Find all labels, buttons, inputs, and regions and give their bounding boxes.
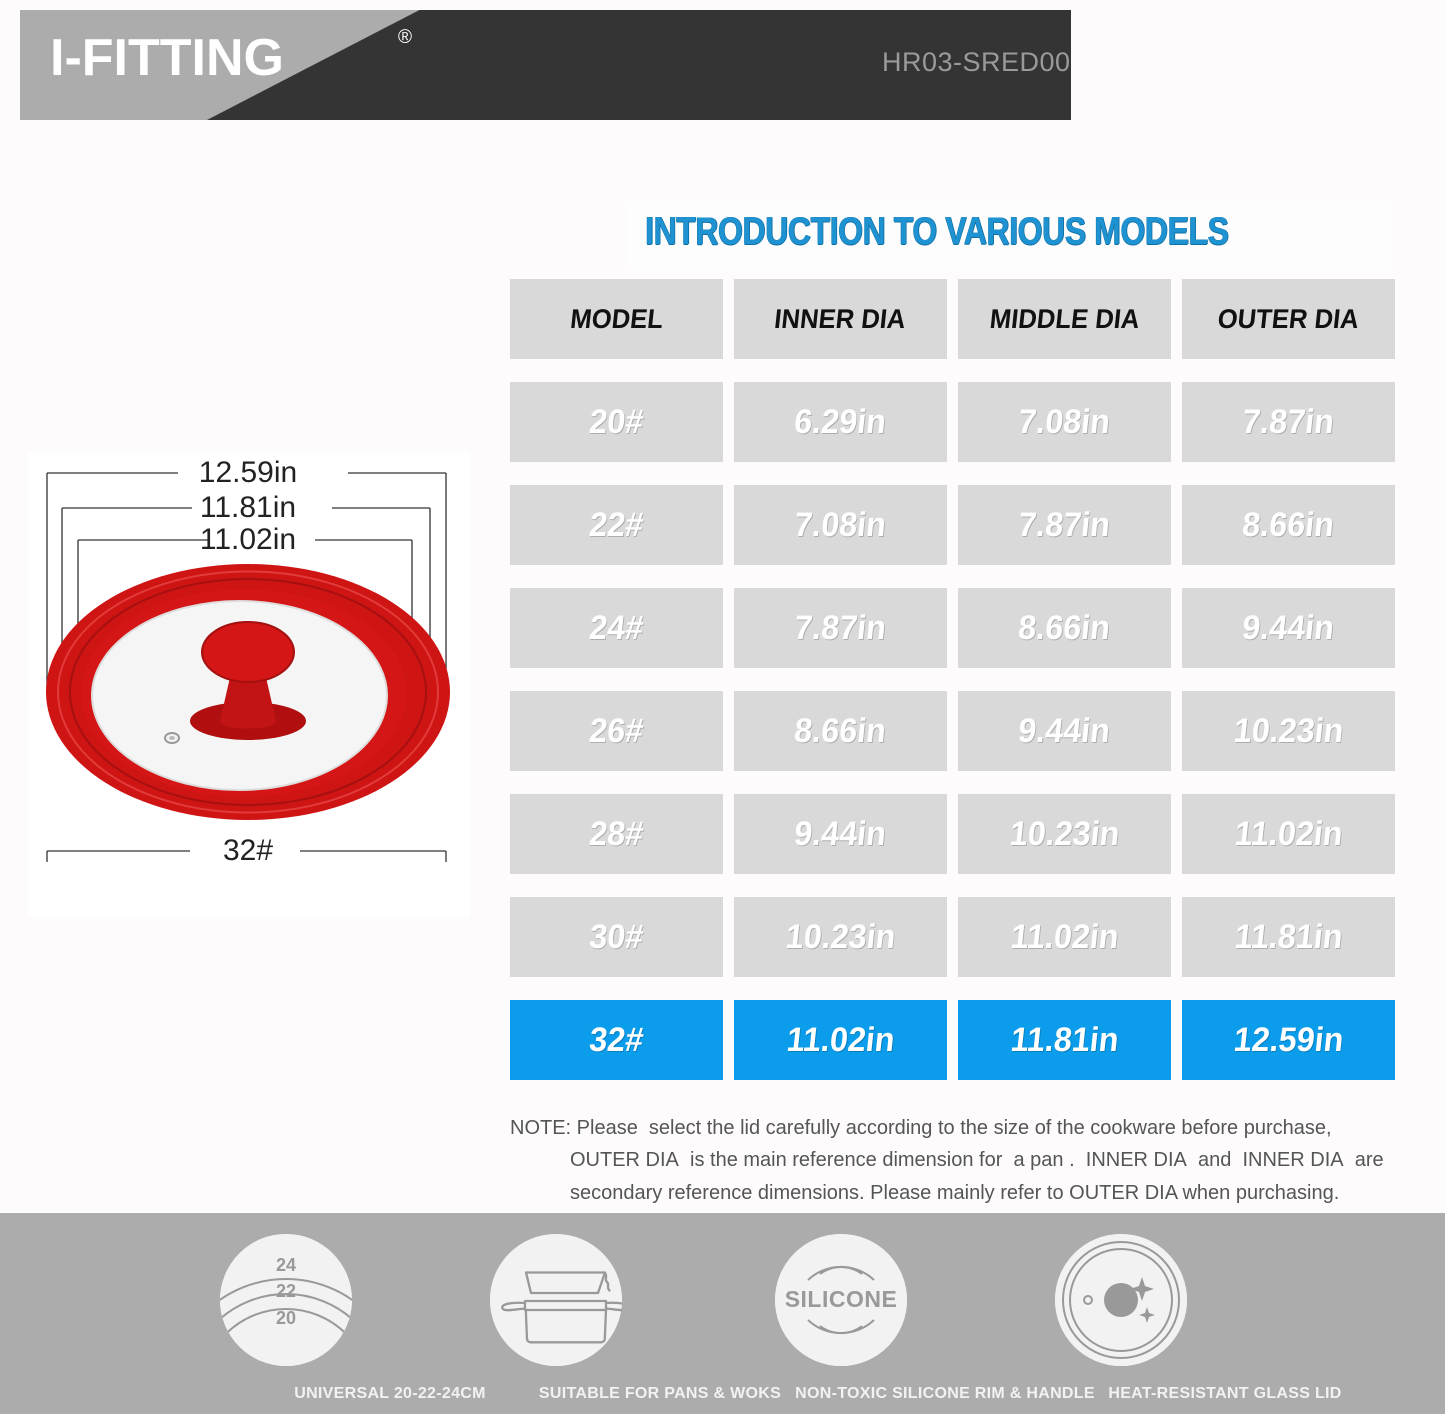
svg-text:20: 20	[276, 1308, 296, 1328]
svg-text:11.81in: 11.81in	[200, 491, 296, 524]
svg-text:SILICONE: SILICONE	[785, 1286, 898, 1312]
svg-text:32#: 32#	[223, 834, 273, 867]
svg-text:11.02in: 11.02in	[200, 523, 296, 556]
svg-text:12.59in: 12.59in	[199, 456, 297, 489]
svg-text:22: 22	[276, 1281, 296, 1301]
svg-text:24: 24	[276, 1255, 296, 1275]
